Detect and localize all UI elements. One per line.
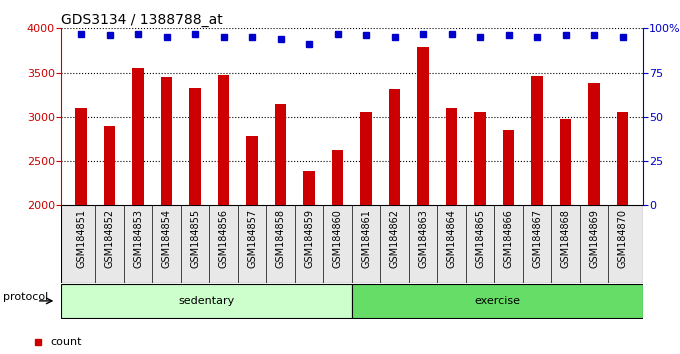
- Bar: [446, 108, 458, 205]
- Bar: [560, 119, 571, 205]
- Text: GSM184858: GSM184858: [275, 209, 286, 268]
- Text: GSM184855: GSM184855: [190, 209, 200, 268]
- Text: exercise: exercise: [474, 296, 520, 306]
- Bar: [104, 126, 116, 205]
- Text: GSM184864: GSM184864: [447, 209, 457, 268]
- Text: GSM184852: GSM184852: [105, 209, 115, 268]
- Text: GSM184861: GSM184861: [361, 209, 371, 268]
- Bar: [532, 76, 543, 205]
- Text: GSM184870: GSM184870: [617, 209, 628, 268]
- Bar: [275, 104, 286, 205]
- Bar: [617, 112, 628, 205]
- Bar: [133, 68, 144, 205]
- Text: GSM184856: GSM184856: [219, 209, 228, 268]
- Bar: [475, 112, 486, 205]
- Bar: [503, 130, 514, 205]
- Bar: [61, 284, 352, 318]
- Text: GSM184862: GSM184862: [390, 209, 400, 268]
- Text: GSM184857: GSM184857: [247, 209, 257, 268]
- Text: protocol: protocol: [3, 292, 48, 302]
- Bar: [360, 112, 372, 205]
- Bar: [218, 75, 229, 205]
- Bar: [352, 284, 643, 318]
- Text: sedentary: sedentary: [178, 296, 235, 306]
- Bar: [75, 108, 87, 205]
- Bar: [389, 90, 401, 205]
- Bar: [588, 83, 600, 205]
- Bar: [418, 47, 429, 205]
- Bar: [190, 88, 201, 205]
- Text: GSM184851: GSM184851: [76, 209, 86, 268]
- Text: GSM184869: GSM184869: [589, 209, 599, 268]
- Text: GSM184868: GSM184868: [560, 209, 571, 268]
- Bar: [332, 150, 343, 205]
- Text: GSM184865: GSM184865: [475, 209, 485, 268]
- Text: count: count: [50, 337, 82, 348]
- Text: GDS3134 / 1388788_at: GDS3134 / 1388788_at: [61, 13, 223, 27]
- Text: GSM184867: GSM184867: [532, 209, 542, 268]
- Text: GSM184853: GSM184853: [133, 209, 143, 268]
- Bar: [161, 77, 172, 205]
- Text: GSM184859: GSM184859: [304, 209, 314, 268]
- Bar: [246, 136, 258, 205]
- Text: GSM184866: GSM184866: [504, 209, 513, 268]
- Text: GSM184860: GSM184860: [333, 209, 343, 268]
- Bar: [303, 171, 315, 205]
- Text: GSM184854: GSM184854: [162, 209, 171, 268]
- Text: GSM184863: GSM184863: [418, 209, 428, 268]
